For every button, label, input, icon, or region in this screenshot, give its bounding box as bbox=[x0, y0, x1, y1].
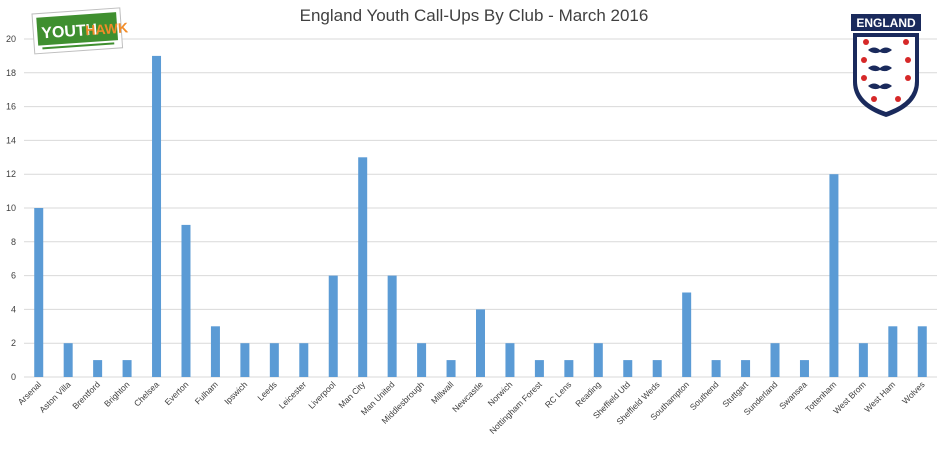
bar-sheffield-utd bbox=[623, 360, 633, 377]
rose-icon bbox=[863, 39, 869, 45]
bar-fulham bbox=[210, 326, 220, 377]
bar-liverpool bbox=[328, 275, 338, 377]
y-tick-label: 12 bbox=[6, 169, 16, 179]
rose-icon bbox=[895, 96, 901, 102]
bar-man-united bbox=[387, 275, 397, 377]
bar-brentford bbox=[93, 360, 103, 377]
x-category-label: Fulham bbox=[193, 379, 220, 406]
bar-ipswich bbox=[240, 343, 250, 377]
x-category-label: Ipswich bbox=[222, 379, 249, 406]
y-tick-label: 2 bbox=[11, 338, 16, 348]
x-category-label: Chelsea bbox=[132, 379, 161, 408]
bar-brighton bbox=[122, 360, 132, 377]
rose-icon bbox=[905, 75, 911, 81]
y-tick-label: 14 bbox=[6, 135, 16, 145]
bar-middlesbrough bbox=[417, 343, 427, 377]
lion-icon bbox=[868, 47, 892, 54]
y-tick-label: 16 bbox=[6, 102, 16, 112]
y-tick-label: 0 bbox=[11, 372, 16, 382]
y-tick-label: 8 bbox=[11, 237, 16, 247]
bar-west-brom bbox=[858, 343, 868, 377]
x-category-label: Southend bbox=[688, 379, 721, 412]
bar-wolves bbox=[917, 326, 927, 377]
bar-man-city bbox=[358, 157, 368, 377]
bar-leeds bbox=[269, 343, 279, 377]
bar-sunderland bbox=[770, 343, 780, 377]
x-category-label: Norwich bbox=[486, 379, 515, 408]
y-tick-label: 20 bbox=[6, 34, 16, 44]
bar-stuttgart bbox=[741, 360, 751, 377]
bar-swansea bbox=[799, 360, 809, 377]
x-category-label: Brighton bbox=[102, 379, 132, 409]
x-category-label: Arsenal bbox=[16, 379, 44, 407]
y-tick-label: 6 bbox=[11, 271, 16, 281]
y-tick-label: 4 bbox=[11, 304, 16, 314]
x-category-label: Brentford bbox=[70, 379, 102, 411]
rose-icon bbox=[861, 57, 867, 63]
bar-everton bbox=[181, 224, 191, 377]
bar-leicester bbox=[299, 343, 309, 377]
bar-norwich bbox=[505, 343, 515, 377]
bar-rc-lens bbox=[564, 360, 574, 377]
x-category-label: West Ham bbox=[862, 379, 897, 414]
bar-reading bbox=[593, 343, 603, 377]
gridlines bbox=[24, 38, 937, 378]
bar-tottenham bbox=[829, 174, 839, 377]
x-category-label: Reading bbox=[573, 379, 603, 409]
lion-icon bbox=[868, 83, 892, 90]
bar-chelsea bbox=[152, 55, 162, 378]
logo-text-youth: YOUTH bbox=[41, 22, 98, 43]
youthhawk-logo: YOUTH HAWK bbox=[31, 7, 129, 55]
x-category-label: RC Lens bbox=[543, 379, 573, 409]
x-category-label: Nottingham Forest bbox=[487, 379, 544, 436]
bar-west-ham bbox=[888, 326, 898, 377]
bar-nottingham-forest bbox=[534, 360, 544, 377]
x-category-label: Millwall bbox=[429, 379, 456, 406]
x-category-label: Everton bbox=[163, 379, 191, 407]
x-category-label: Aston Villa bbox=[37, 379, 73, 415]
logo-text-hawk: HAWK bbox=[85, 19, 129, 38]
y-axis-ticks: 0 2 4 6 8 10 12 14 16 18 20 bbox=[6, 34, 16, 382]
bar-arsenal bbox=[34, 208, 44, 377]
bar-southampton bbox=[682, 292, 692, 377]
bar-newcastle bbox=[476, 309, 485, 377]
x-category-label: Wolves bbox=[900, 379, 927, 406]
y-tick-label: 10 bbox=[6, 203, 16, 213]
crest-text: ENGLAND bbox=[856, 16, 916, 30]
rose-icon bbox=[903, 39, 909, 45]
bars bbox=[34, 55, 927, 378]
x-category-label: Liverpool bbox=[306, 379, 338, 411]
bar-millwall bbox=[446, 360, 456, 377]
lion-icon bbox=[868, 65, 892, 72]
chart-title: England Youth Call-Ups By Club - March 2… bbox=[300, 6, 649, 25]
x-category-label: Newcastle bbox=[450, 379, 485, 414]
bar-southend bbox=[711, 360, 721, 377]
rose-icon bbox=[871, 96, 877, 102]
england-crest-logo: ENGLAND bbox=[851, 14, 921, 117]
x-category-label: Leeds bbox=[255, 379, 278, 402]
rose-icon bbox=[861, 75, 867, 81]
x-category-label: Leicester bbox=[277, 379, 309, 411]
bar-sheffield-weds bbox=[652, 360, 662, 377]
rose-icon bbox=[905, 57, 911, 63]
bar-aston-villa bbox=[63, 343, 73, 377]
y-tick-label: 18 bbox=[6, 68, 16, 78]
